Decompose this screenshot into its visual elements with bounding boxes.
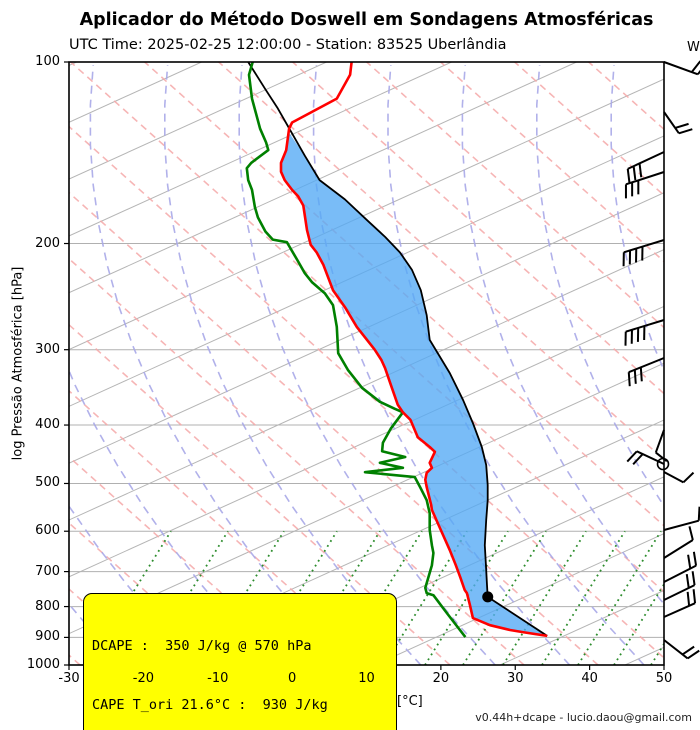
cape-tori-line: CAPE T_ori 21.6°C : 930 J/kg <box>92 696 328 713</box>
isotherm-line <box>69 305 664 578</box>
x-tick-label: -20 <box>132 671 154 686</box>
y-tick-label: 500 <box>35 475 60 491</box>
wind-barb <box>663 589 697 618</box>
dry-adiabat-line <box>69 389 377 665</box>
mixing-ratio-line <box>541 530 626 665</box>
temperature-curve <box>279 62 548 638</box>
version-credit-footer: v0.44h+dcape - lucio.daou@gmail.com <box>475 711 692 724</box>
isotherm-line <box>499 589 664 665</box>
moist-adiabat-line <box>69 504 199 665</box>
dry-adiabat-line <box>69 455 303 665</box>
isotherm-line <box>69 362 664 635</box>
dry-adiabat-line <box>70 62 664 593</box>
isotherm-line <box>69 248 664 521</box>
wind-barb <box>663 571 696 601</box>
wind-column-label: W <box>687 40 700 55</box>
wind-barb <box>627 357 665 387</box>
wind-barb-column <box>622 60 700 660</box>
wind-barb <box>626 151 665 183</box>
y-tick-label: 900 <box>35 629 60 645</box>
x-tick-label: -30 <box>58 671 80 686</box>
isotherm-line <box>69 62 452 237</box>
calm-wind-circle-icon <box>656 457 670 471</box>
dry-adiabat-line <box>69 323 451 665</box>
isotherm-line <box>124 419 664 665</box>
page-title: Aplicador do Método Doswell em Sondagens… <box>79 10 654 30</box>
x-tick-label: 30 <box>506 671 524 686</box>
x-tick-label: -10 <box>207 671 229 686</box>
isotherm-line <box>69 62 327 180</box>
cape-info-box: DCAPE : 350 J/kg @ 570 hPa CAPE T_ori 21… <box>83 593 397 730</box>
wind-barb <box>654 429 668 462</box>
wind-barb <box>626 450 670 471</box>
moist-adiabat-line <box>69 368 273 665</box>
wind-barb <box>663 526 694 559</box>
x-tick-label: 20 <box>432 671 450 686</box>
y-tick-label: 700 <box>35 563 60 579</box>
dry-adiabat-line <box>69 521 229 665</box>
dcape-line: DCAPE : 350 J/kg @ 570 hPa <box>92 638 312 654</box>
dry-adiabat-line <box>69 257 525 665</box>
x-tick-label: 0 <box>287 671 297 686</box>
wind-barb <box>663 639 700 660</box>
wind-barb <box>663 60 700 76</box>
dry-adiabat-line <box>662 62 664 65</box>
isotherm-line <box>69 135 664 407</box>
wind-barb <box>663 471 695 484</box>
moist-adiabat-line <box>238 64 496 665</box>
cape-shaded-area <box>281 130 548 636</box>
dry-adiabat-line <box>69 125 664 659</box>
y-tick-label: 400 <box>35 417 60 433</box>
y-tick-label: 200 <box>35 235 60 251</box>
wind-barb <box>624 171 665 199</box>
isotherm-line <box>69 62 577 294</box>
y-tick-label: 800 <box>35 598 60 614</box>
background-grid <box>69 62 664 665</box>
moist-adiabat-line <box>461 64 664 606</box>
y-tick-label: 600 <box>35 523 60 539</box>
isotherm-line <box>374 533 664 665</box>
x-tick-label: 10 <box>358 671 375 686</box>
mixing-ratio-line <box>613 582 664 665</box>
wind-barb <box>663 111 693 135</box>
wind-barb <box>663 506 700 531</box>
wind-barb <box>663 551 698 583</box>
y-axis-label: log Pressão Atmosférica [hPa] <box>10 266 26 461</box>
wind-barb <box>624 319 665 346</box>
x-tick-label: 50 <box>655 671 673 686</box>
y-tick-label: 1000 <box>26 657 60 672</box>
profiles <box>245 62 548 638</box>
parcel-origin-marker <box>482 591 494 603</box>
moist-adiabat-line <box>164 64 422 665</box>
y-tick-label: 100 <box>35 54 60 69</box>
moist-adiabat-line <box>610 64 664 373</box>
parcel-curve <box>247 62 548 637</box>
moist-adiabat-line <box>536 64 664 508</box>
subtitle-utc-station: UTC Time: 2025-02-25 12:00:00 - Station:… <box>69 37 507 53</box>
x-tick-label: 40 <box>581 671 598 686</box>
moist-adiabat-line <box>89 64 347 665</box>
isotherm-line <box>69 78 664 351</box>
wind-barb <box>622 239 665 267</box>
dewpoint-curve <box>245 62 467 638</box>
isotherm-line <box>69 192 664 464</box>
y-tick-label: 300 <box>35 341 60 357</box>
